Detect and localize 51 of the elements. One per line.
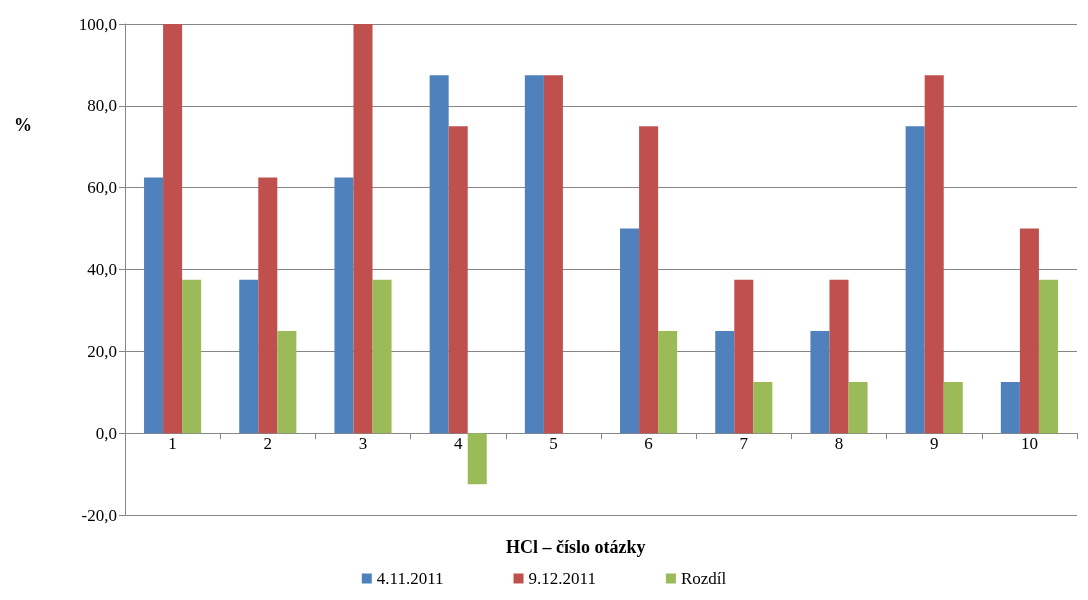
bar — [753, 382, 773, 434]
bar — [639, 126, 659, 434]
bar — [1000, 382, 1020, 434]
y-tick-label: 60,0 — [87, 178, 117, 198]
bar — [1038, 279, 1058, 434]
x-tick-label: 8 — [834, 434, 844, 453]
y-tick-label: 40,0 — [87, 260, 117, 279]
x-tick-label: 5 — [549, 434, 558, 453]
bar — [334, 177, 354, 434]
x-tick-label: 6 — [644, 434, 653, 453]
bar — [144, 177, 164, 434]
bar — [715, 330, 735, 434]
legend-label: 9.12.2011 — [528, 569, 596, 588]
bar — [543, 75, 563, 434]
bar — [277, 330, 297, 434]
x-tick-label: 3 — [358, 434, 368, 453]
bar — [848, 382, 868, 434]
bar — [1019, 228, 1039, 434]
bar — [163, 24, 183, 434]
bar — [448, 126, 468, 434]
x-tick-label: 4 — [453, 434, 463, 453]
x-tick-label: 10 — [1020, 434, 1038, 453]
bar — [943, 382, 963, 434]
bar — [620, 228, 640, 434]
bar — [353, 24, 373, 434]
legend-label: Rozdíl — [680, 569, 727, 588]
bar — [924, 75, 944, 434]
x-tick-label: 7 — [739, 434, 749, 453]
bar — [905, 126, 925, 434]
bar — [239, 279, 259, 434]
bar — [467, 433, 487, 485]
bar — [524, 75, 544, 434]
y-tick-label: 20,0 — [87, 341, 117, 361]
bar — [829, 279, 849, 434]
bar — [658, 330, 678, 434]
x-tick-label: 9 — [929, 434, 939, 453]
bar — [429, 75, 449, 434]
y-axis-title: % — [14, 115, 32, 135]
x-axis-title: HCl – číslo otázky — [506, 537, 646, 557]
bar — [810, 330, 830, 434]
y-tick-label: 0,0 — [95, 423, 117, 443]
x-tick-label: 1 — [168, 434, 177, 453]
y-tick-label: 80,0 — [87, 96, 117, 116]
bar — [734, 279, 754, 434]
bar — [258, 177, 278, 434]
bar — [372, 279, 392, 434]
legend-label: 4.11.2011 — [376, 569, 444, 588]
bar — [182, 279, 202, 434]
y-tick-label: 100,0 — [78, 14, 117, 34]
y-tick-label: -20,0 — [81, 505, 117, 525]
x-tick-label: 2 — [263, 434, 273, 453]
